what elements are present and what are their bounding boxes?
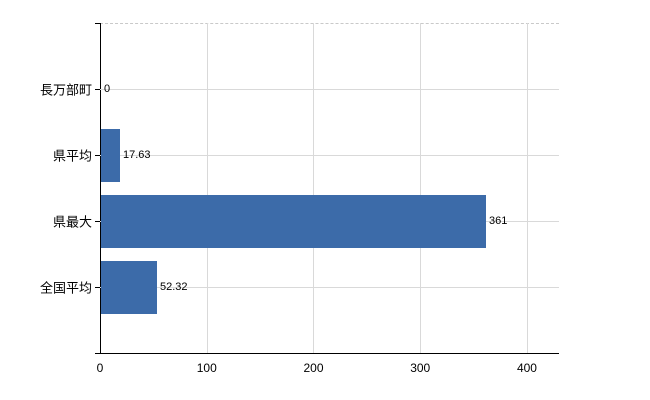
gridline-vertical xyxy=(313,23,315,353)
y-axis-top-tick xyxy=(95,23,100,24)
category-label: 長万部町 xyxy=(39,82,92,98)
x-axis-line xyxy=(95,353,559,354)
bar-value-label: 0 xyxy=(104,83,111,95)
category-label: 県最大 xyxy=(52,214,92,230)
x-tick-label: 200 xyxy=(303,361,324,375)
bar-value-label: 361 xyxy=(489,215,508,227)
bar xyxy=(101,261,157,314)
gridline-horizontal xyxy=(100,89,559,90)
bar-value-label: 52.32 xyxy=(160,281,188,293)
gridline-horizontal xyxy=(100,155,559,156)
x-tick-label: 100 xyxy=(196,361,217,375)
gridline-horizontal xyxy=(100,287,559,288)
category-tick xyxy=(95,155,100,156)
bar-value-label: 17.63 xyxy=(123,149,151,161)
x-tick-label: 0 xyxy=(96,361,104,375)
bar xyxy=(101,195,486,248)
category-tick xyxy=(95,287,100,288)
bar xyxy=(101,129,120,182)
category-tick xyxy=(95,221,100,222)
gridline-vertical xyxy=(526,23,528,353)
plot-top-border xyxy=(100,23,559,24)
y-axis-line xyxy=(100,23,101,354)
gridline-vertical xyxy=(420,23,422,353)
x-tick-label: 400 xyxy=(516,361,537,375)
category-tick xyxy=(95,89,100,90)
category-label: 県平均 xyxy=(52,148,92,164)
x-tick-label: 300 xyxy=(410,361,431,375)
category-label: 全国平均 xyxy=(39,280,92,296)
gridline-vertical xyxy=(206,23,208,353)
